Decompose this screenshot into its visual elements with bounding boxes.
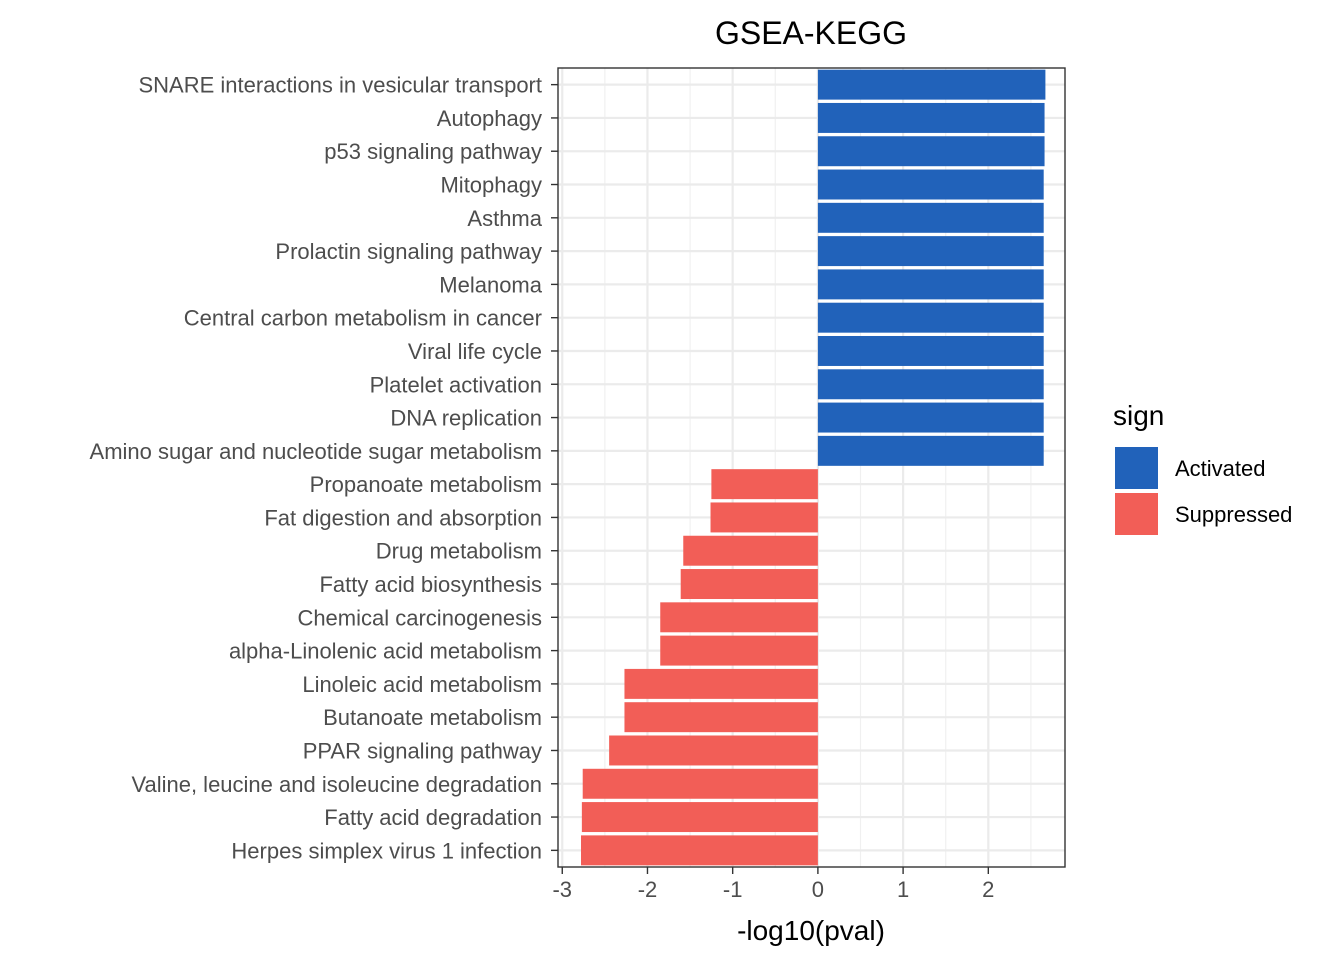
y-tick-label: Central carbon metabolism in cancer (184, 306, 542, 331)
y-tick-label: Chemical carcinogenesis (297, 605, 542, 630)
bar (817, 102, 1045, 133)
bar (660, 602, 818, 633)
bar (660, 635, 818, 666)
chart-title: GSEA-KEGG (715, 15, 907, 51)
x-axis-title: -log10(pval) (737, 915, 885, 946)
bar (817, 136, 1045, 167)
legend-label: Suppressed (1175, 502, 1292, 527)
bar (581, 802, 818, 833)
y-tick-label: Valine, leucine and isoleucine degradati… (131, 772, 542, 797)
x-tick-label: -1 (723, 877, 743, 902)
x-tick-label: -3 (552, 877, 572, 902)
bar (581, 835, 818, 866)
bar (683, 535, 818, 566)
y-tick-label: Fatty acid degradation (324, 805, 542, 830)
y-tick-label: Melanoma (439, 272, 542, 297)
y-tick-label: Viral life cycle (408, 339, 542, 364)
y-tick-label: Fat digestion and absorption (264, 505, 542, 530)
bar (609, 735, 818, 766)
y-tick-label: PPAR signaling pathway (303, 738, 542, 763)
bar (817, 236, 1044, 267)
y-tick-label: Fatty acid biosynthesis (319, 572, 542, 597)
y-tick-label: Amino sugar and nucleotide sugar metabol… (90, 439, 542, 464)
legend-key (1115, 493, 1158, 535)
bar (817, 269, 1044, 300)
bar (710, 502, 818, 533)
y-tick-label: DNA replication (390, 406, 542, 431)
bar (817, 402, 1044, 433)
bar (817, 169, 1044, 200)
x-tick-label: 1 (897, 877, 909, 902)
bar (711, 469, 818, 500)
legend: sign Activated Suppressed (1113, 400, 1292, 535)
panel-border (557, 67, 1066, 868)
x-axis: -3 -2 -1 0 1 2 (552, 867, 994, 902)
bar (624, 702, 818, 733)
y-tick-label: Mitophagy (440, 173, 542, 198)
bar (624, 668, 818, 699)
y-tick-label: Propanoate metabolism (310, 472, 542, 497)
bar (680, 569, 818, 600)
y-tick-label: Prolactin signaling pathway (275, 239, 542, 264)
bar (582, 768, 818, 799)
bar (817, 335, 1044, 366)
bar (817, 369, 1044, 400)
bar (817, 302, 1044, 333)
panel-background (558, 68, 1065, 867)
y-tick-label: Asthma (467, 206, 542, 231)
x-tick-label: 0 (812, 877, 824, 902)
y-tick-label: Herpes simplex virus 1 infection (231, 838, 542, 863)
legend-title: sign (1113, 400, 1164, 431)
x-tick-label: -2 (638, 877, 658, 902)
bars (581, 69, 1046, 866)
y-tick-label: Drug metabolism (376, 539, 542, 564)
bar (817, 202, 1044, 233)
legend-key (1115, 447, 1158, 489)
y-tick-label: Platelet activation (370, 372, 542, 397)
y-tick-label: SNARE interactions in vesicular transpor… (139, 73, 543, 98)
y-tick-label: Butanoate metabolism (323, 705, 542, 730)
y-axis: SNARE interactions in vesicular transpor… (90, 73, 558, 863)
bar (817, 69, 1046, 100)
y-tick-label: alpha-Linolenic acid metabolism (229, 639, 542, 664)
bar (817, 435, 1044, 466)
y-tick-label: p53 signaling pathway (324, 139, 542, 164)
y-tick-label: Autophagy (437, 106, 542, 131)
legend-label: Activated (1175, 456, 1266, 481)
y-tick-label: Linoleic acid metabolism (302, 672, 542, 697)
x-tick-label: 2 (982, 877, 994, 902)
